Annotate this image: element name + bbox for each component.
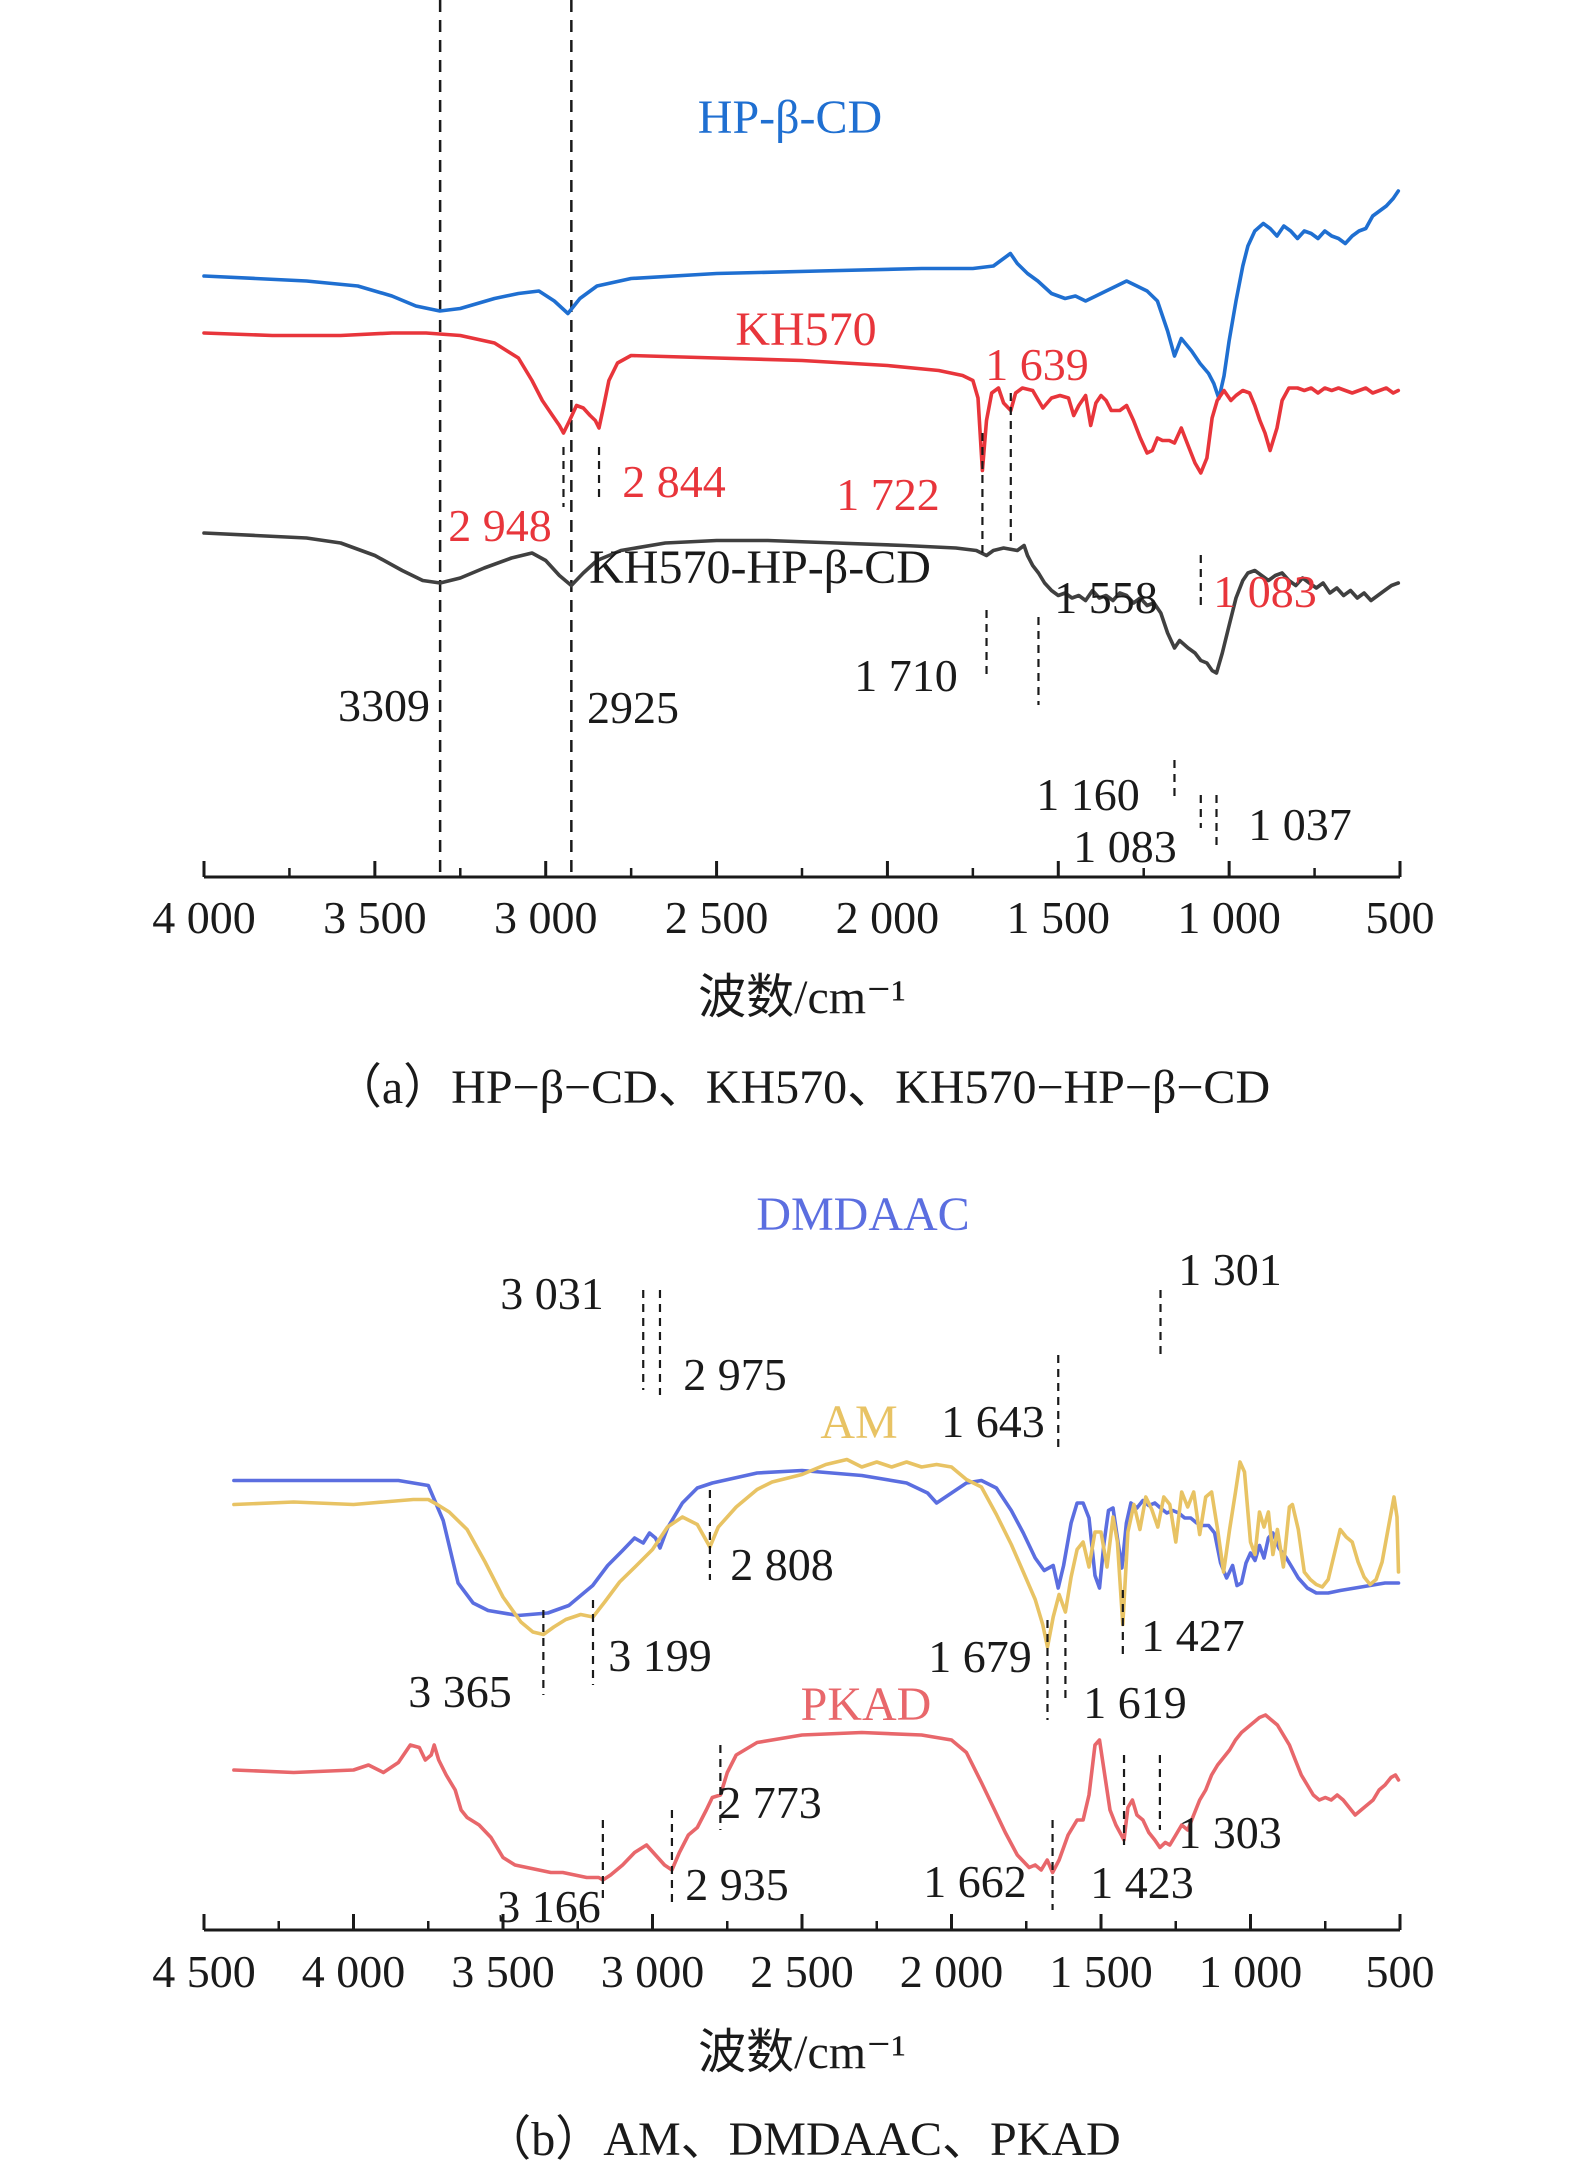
peak-label-kh570-hp-beta-cd-2925: 2925	[587, 682, 679, 733]
x-tick-label-1500: 1 500	[1007, 892, 1111, 943]
x-tick-label-3500: 3 500	[451, 1946, 555, 1997]
x-tick-label-1000: 1 000	[1199, 1946, 1303, 1997]
peak-label-kh570-1722: 1 722	[836, 469, 940, 520]
peak-label-kh570-1083: 1 083	[1213, 566, 1317, 617]
series-line-am	[232, 1457, 1401, 1649]
series-line-kh570-hp-beta-cd	[202, 531, 1401, 675]
series-label-kh570: KH570	[735, 303, 876, 356]
peak-label-dmdaac-1301: 1 301	[1178, 1244, 1282, 1295]
x-tick-label-4000: 4 000	[152, 892, 256, 943]
peak-label-am-2808: 2 808	[730, 1539, 834, 1590]
peak-label-dmdaac-2975: 2 975	[683, 1349, 787, 1400]
series-label-pkad: PKAD	[801, 1678, 932, 1731]
peak-label-kh570-hp-beta-cd-3309: 3309	[338, 680, 430, 731]
x-tick-label-1500: 1 500	[1049, 1946, 1153, 1997]
peak-label-pkad-1303: 1 303	[1178, 1807, 1282, 1858]
peak-label-pkad-2935: 2 935	[685, 1859, 789, 1910]
peak-label-kh570-hp-beta-cd-1037: 1 037	[1248, 799, 1352, 850]
peak-label-kh570-hp-beta-cd-1558: 1 558	[1054, 572, 1158, 623]
x-tick-label-3000: 3 000	[601, 1946, 705, 1997]
x-tick-label-1000: 1 000	[1177, 892, 1281, 943]
series-label-hp-beta-cd: HP-β-CD	[698, 91, 882, 144]
series-line-pkad	[232, 1713, 1401, 1882]
peak-label-pkad-2773: 2 773	[718, 1777, 822, 1828]
series-label-dmdaac: DMDAAC	[756, 1188, 969, 1241]
x-tick-label-2500: 2 500	[750, 1946, 854, 1997]
x-tick-label-2000: 2 000	[836, 892, 940, 943]
x-tick-label-3500: 3 500	[323, 892, 427, 943]
peak-label-kh570-2948: 2 948	[448, 500, 552, 551]
x-tick-label-2500: 2 500	[665, 892, 769, 943]
panel-caption: （a）HP−β−CD、KH570、KH570−HP−β−CD	[334, 1061, 1270, 1114]
series-line-hp-beta-cd	[202, 189, 1401, 401]
x-tick-label-3000: 3 000	[494, 892, 598, 943]
peak-label-pkad-1423: 1 423	[1090, 1857, 1194, 1908]
peak-label-dmdaac-1643: 1 643	[941, 1396, 1045, 1447]
x-tick-label-4500: 4 500	[152, 1946, 256, 1997]
x-axis-title: 波数/cm⁻¹	[698, 971, 906, 1024]
x-tick-label-2000: 2 000	[900, 1946, 1004, 1997]
peak-label-am-1679: 1 679	[928, 1631, 1032, 1682]
peak-label-kh570-hp-beta-cd-1710: 1 710	[854, 650, 958, 701]
series-line-dmdaac	[232, 1468, 1401, 1618]
x-tick-label-500: 500	[1366, 892, 1435, 943]
x-tick-label-500: 500	[1366, 1946, 1435, 1997]
series-label-kh570-hp-beta-cd: KH570-HP-β-CD	[589, 541, 931, 594]
peak-label-kh570-hp-beta-cd-1160: 1 160	[1036, 769, 1140, 820]
peak-label-kh570-hp-beta-cd-1083: 1 083	[1073, 821, 1177, 872]
peak-label-am-3199: 3 199	[608, 1630, 712, 1681]
peak-label-kh570-2844: 2 844	[622, 456, 726, 507]
peak-label-am-1619: 1 619	[1083, 1677, 1187, 1728]
peak-label-pkad-1662: 1 662	[923, 1856, 1027, 1907]
peak-label-kh570-1639: 1 639	[985, 339, 1089, 390]
panel-b-ftir-chart: DMDAAC AM PKAD 3 031 2 975 1 643 1 301 2 808 3 3…	[152, 1188, 1434, 2166]
x-axis-title: 波数/cm⁻¹	[698, 2026, 906, 2079]
peak-label-pkad-3166: 3 166	[497, 1881, 601, 1932]
x-tick-label-4000: 4 000	[302, 1946, 406, 1997]
peak-label-dmdaac-3031: 3 031	[500, 1268, 604, 1319]
peak-label-am-1427: 1 427	[1141, 1610, 1245, 1661]
panel-caption: （b）AM、DMDAAC、PKAD	[483, 2113, 1120, 2166]
panel-a-ftir-chart: HP-β-CD KH570 KH570-HP-β-CD 2 948 2 844 1 722…	[152, 0, 1435, 1114]
series-line-kh570	[202, 331, 1401, 475]
series-label-am: AM	[820, 1396, 897, 1449]
peak-label-am-3365: 3 365	[408, 1666, 512, 1717]
